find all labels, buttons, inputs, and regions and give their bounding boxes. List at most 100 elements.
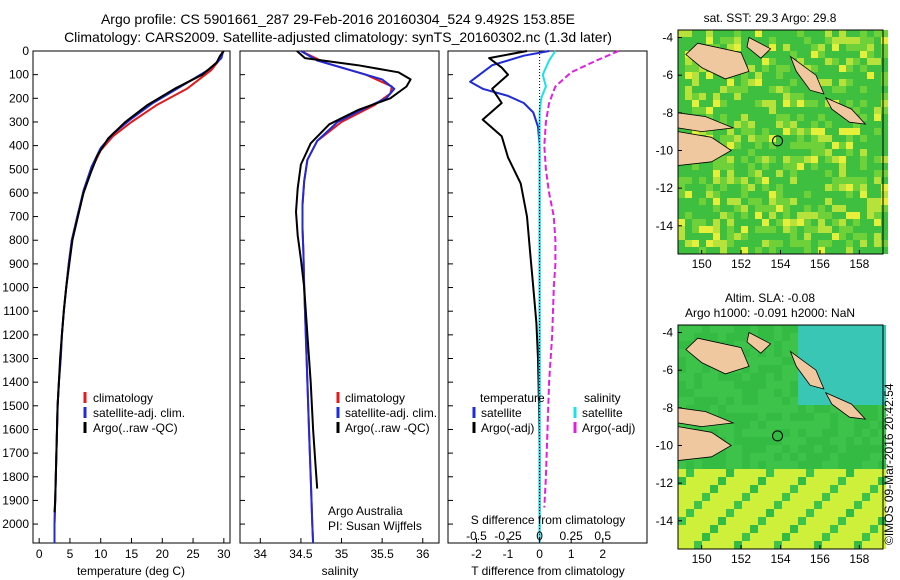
map-cell xyxy=(720,212,727,219)
map-cell xyxy=(870,357,878,365)
map-cell xyxy=(782,493,790,501)
map-cell xyxy=(748,135,755,142)
map-cell xyxy=(878,373,886,381)
map-cell xyxy=(870,373,878,381)
map-cell xyxy=(839,121,846,128)
map-cell xyxy=(860,114,867,121)
map-cell xyxy=(867,212,874,219)
title-line-1: Argo profile: CS 5901661_287 29-Feb-2016… xyxy=(101,11,575,27)
map-cell xyxy=(839,233,846,240)
map-cell xyxy=(678,86,685,93)
temperature-axes-frame xyxy=(32,50,231,544)
map-cell xyxy=(769,37,776,44)
map-cell xyxy=(776,58,783,65)
map-cell xyxy=(727,142,734,149)
map-cell xyxy=(694,397,702,405)
map-cell xyxy=(818,128,825,135)
map-cell xyxy=(755,37,762,44)
map-cell xyxy=(838,485,846,493)
map-cell xyxy=(804,30,811,37)
map-cell xyxy=(755,170,762,177)
map-cell xyxy=(741,121,748,128)
map-cell xyxy=(685,177,692,184)
map-cell xyxy=(797,163,804,170)
map-cell xyxy=(720,205,727,212)
map-cell xyxy=(718,461,726,469)
map-cell xyxy=(811,30,818,37)
map-cell xyxy=(870,509,878,517)
map-cell xyxy=(874,170,881,177)
map-cell xyxy=(806,525,814,533)
map-cell xyxy=(862,341,870,349)
map-cell xyxy=(825,198,832,205)
map-cell xyxy=(699,240,706,247)
map-cell xyxy=(881,170,888,177)
map-cell xyxy=(860,135,867,142)
map-cell xyxy=(870,389,878,397)
series-line-s-argo-adj- xyxy=(543,50,619,508)
map-cell xyxy=(797,156,804,163)
map-cell xyxy=(825,79,832,86)
map-cell xyxy=(734,413,742,421)
map-cell xyxy=(734,142,741,149)
map-cell xyxy=(758,541,766,549)
map-cell xyxy=(758,325,766,333)
map-cell xyxy=(853,198,860,205)
map-cell xyxy=(818,93,825,100)
map-cell xyxy=(710,461,718,469)
map-cell xyxy=(734,373,742,381)
map-cell xyxy=(678,107,685,114)
map-cell xyxy=(832,135,839,142)
map-cell xyxy=(748,100,755,107)
map-cell xyxy=(748,142,755,149)
credit-line-2: PI: Susan Wijffels xyxy=(328,519,422,533)
map-cell xyxy=(710,525,718,533)
map-cell xyxy=(678,184,685,191)
map-cell xyxy=(783,233,790,240)
map-cell xyxy=(790,219,797,226)
map-cell xyxy=(782,389,790,397)
map-cell xyxy=(878,493,886,501)
legend-label-climatology: climatology xyxy=(345,391,405,405)
map-cell xyxy=(854,485,862,493)
map-cell xyxy=(804,247,811,254)
map-cell xyxy=(804,51,811,58)
y-tick-label: -8 xyxy=(662,106,673,120)
map-cell xyxy=(758,477,766,485)
map-cell xyxy=(825,58,832,65)
map-cell xyxy=(720,44,727,51)
map-cell xyxy=(790,44,797,51)
map-cell xyxy=(702,493,710,501)
map-cell xyxy=(718,517,726,525)
map-cell xyxy=(713,135,720,142)
map-cell xyxy=(790,233,797,240)
map-cell xyxy=(825,219,832,226)
map-cell xyxy=(862,381,870,389)
y-tick-label: 0 xyxy=(22,44,29,58)
y-tick-label: 1000 xyxy=(2,281,29,295)
map-cell xyxy=(762,226,769,233)
map-cell xyxy=(790,485,798,493)
map-cell xyxy=(854,453,862,461)
map-cell xyxy=(860,121,867,128)
map-cell xyxy=(734,121,741,128)
map-cell xyxy=(748,163,755,170)
map-cell xyxy=(804,142,811,149)
map-cell xyxy=(727,240,734,247)
map-cell xyxy=(734,341,742,349)
map-cell xyxy=(830,373,838,381)
map-cell xyxy=(706,100,713,107)
map-cell xyxy=(811,191,818,198)
map-cell xyxy=(853,135,860,142)
map-cell xyxy=(706,114,713,121)
map-cell xyxy=(718,525,726,533)
legend-label-satellite: satellite-adj. clim. xyxy=(345,406,437,420)
map-cell xyxy=(797,79,804,86)
map-cell xyxy=(797,135,804,142)
map-cell xyxy=(727,233,734,240)
map-cell xyxy=(774,533,782,541)
map-cell xyxy=(853,128,860,135)
map-cell xyxy=(862,469,870,477)
map-cell xyxy=(734,163,741,170)
map-cell xyxy=(814,525,822,533)
